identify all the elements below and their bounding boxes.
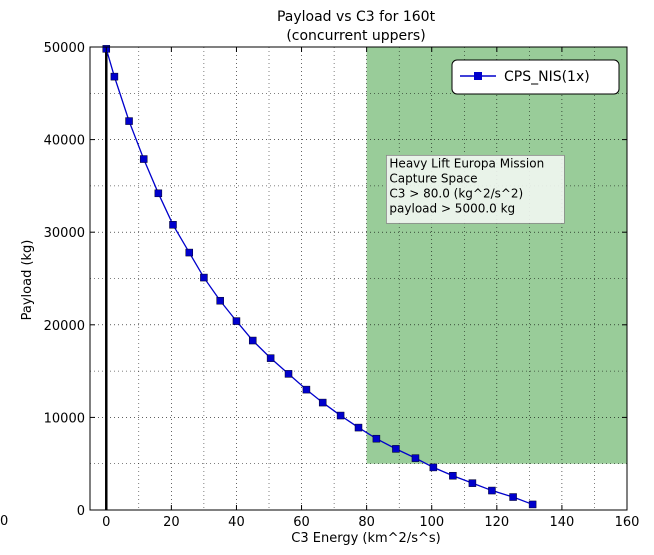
chart-subtitle: (concurrent uppers)	[286, 28, 425, 44]
data-point	[354, 423, 363, 432]
legend-label: CPS_NIS(1x)	[504, 69, 590, 85]
data-point	[509, 493, 517, 501]
data-point	[216, 296, 224, 305]
x-tick-label: 100	[419, 515, 444, 530]
data-point	[139, 155, 148, 163]
data-point	[248, 336, 257, 345]
data-point	[468, 479, 477, 487]
annotation-line-3: C3 > 80.0 (kg^2/s^2)	[389, 186, 523, 200]
data-point	[528, 500, 537, 509]
data-point	[125, 117, 133, 125]
data-point	[185, 248, 194, 257]
data-point	[336, 411, 345, 420]
data-point	[200, 273, 208, 282]
x-tick-label: 160	[615, 515, 640, 530]
y-tick-label: 20000	[44, 319, 85, 334]
x-tick-label: 20	[163, 515, 180, 530]
legend: CPS_NIS(1x)	[451, 59, 620, 95]
y-tick-label: 50000	[44, 41, 85, 56]
y-tick-label: 0	[77, 504, 85, 519]
x-axis-label: C3 Energy (km^2/s^s)	[291, 531, 440, 546]
data-point	[154, 189, 163, 198]
legend-marker-square-icon	[474, 72, 482, 80]
data-point	[449, 471, 457, 480]
x-tick-label: 0	[102, 515, 110, 530]
data-point	[266, 354, 275, 362]
data-point	[169, 221, 177, 229]
data-point	[318, 398, 327, 407]
x-tick-label: 40	[228, 515, 245, 530]
plot-frame	[89, 46, 628, 511]
data-point	[372, 434, 381, 443]
data-point	[488, 486, 496, 495]
y-tick-label: 30000	[44, 226, 85, 241]
x-tick-label: 120	[484, 515, 509, 530]
annotation-line-1: Heavy Lift Europa Mission	[389, 156, 544, 170]
annotation-line-4: payload > 5000.0 kg	[389, 201, 515, 215]
x-tick-label: 140	[549, 515, 574, 530]
data-point	[392, 445, 400, 453]
data-point	[302, 385, 311, 394]
plot-area	[89, 45, 628, 511]
annotation-line-2: Capture Space	[389, 171, 477, 185]
data-point	[429, 463, 438, 472]
stray-tick-label: 0	[0, 514, 8, 529]
x-tick-label: 60	[293, 515, 310, 530]
series-cps-nis	[102, 45, 537, 509]
data-point	[284, 370, 293, 378]
y-axis-label: Payload (kg)	[20, 240, 35, 321]
data-point	[232, 317, 241, 325]
y-axis-ticks: 0 10000 20000 30000 40000 50000	[44, 41, 627, 519]
y-tick-label: 10000	[44, 411, 85, 426]
x-axis-ticks: 0 20 40 60 80 100 120 140 160	[102, 47, 639, 530]
data-point	[411, 454, 420, 462]
legend-box	[451, 59, 620, 95]
data-point	[110, 72, 119, 81]
chart-title: Payload vs C3 for 160t	[277, 9, 436, 25]
x-tick-label: 80	[358, 515, 375, 530]
annotation-box	[386, 154, 565, 224]
mission-annotation: Heavy Lift Europa Mission Capture Space …	[386, 154, 565, 224]
y-tick-label: 40000	[44, 134, 85, 149]
